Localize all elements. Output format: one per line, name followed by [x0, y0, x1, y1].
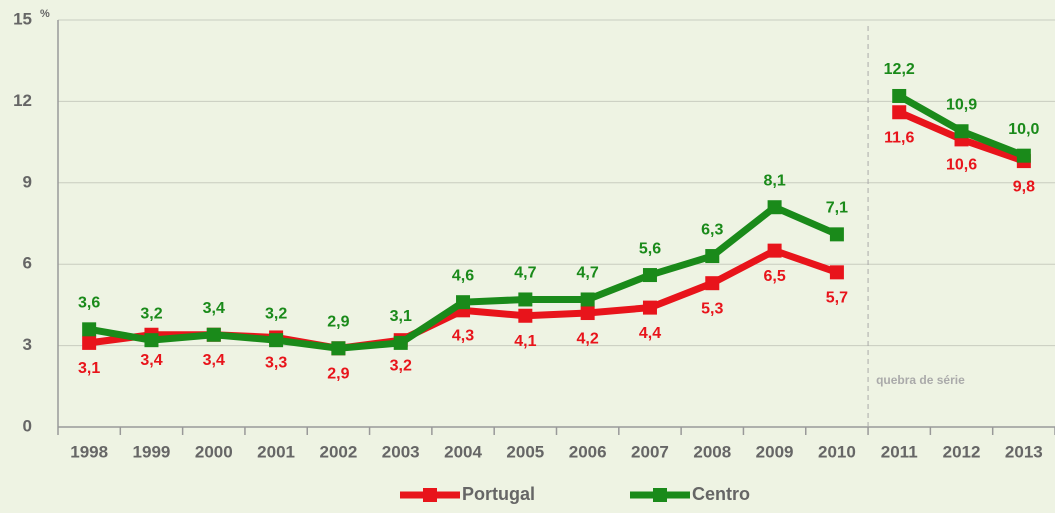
point-marker — [580, 292, 595, 307]
point-marker — [331, 341, 346, 356]
value-label: 4,6 — [452, 267, 474, 284]
x-tick-label: 2013 — [1005, 442, 1043, 461]
value-label: 5,6 — [639, 240, 661, 257]
value-label: 4,3 — [452, 328, 474, 345]
x-tick-label: 2009 — [756, 442, 794, 461]
value-label: 4,7 — [577, 265, 599, 282]
value-label: 3,2 — [390, 357, 412, 374]
point-marker — [642, 268, 657, 283]
value-label: 3,4 — [140, 352, 162, 369]
legend-label: Centro — [692, 484, 750, 504]
value-label: 11,6 — [884, 129, 914, 146]
x-tick-label: 2003 — [382, 442, 420, 461]
point-marker — [206, 327, 221, 342]
value-label: 3,1 — [78, 360, 100, 377]
x-tick-label: 2004 — [444, 442, 482, 461]
legend-marker — [653, 488, 667, 502]
x-tick-label: 2000 — [195, 442, 233, 461]
y-tick-label: 9 — [23, 172, 32, 191]
point-marker — [705, 249, 720, 264]
value-label: 5,7 — [826, 290, 848, 307]
value-label: 3,4 — [203, 352, 225, 369]
value-label: 4,2 — [577, 330, 599, 347]
x-tick-label: 1998 — [70, 442, 108, 461]
value-label: 3,4 — [203, 300, 225, 317]
point-marker — [518, 308, 533, 323]
point-marker — [456, 295, 471, 310]
point-marker — [580, 306, 595, 321]
value-label: 4,1 — [514, 333, 536, 350]
x-tick-label: 2005 — [506, 442, 544, 461]
x-tick-label: 2006 — [569, 442, 607, 461]
x-tick-label: 2008 — [693, 442, 731, 461]
value-label: 3,2 — [140, 305, 162, 322]
x-tick-label: 2007 — [631, 442, 669, 461]
y-tick-label: 6 — [23, 254, 32, 273]
value-label: 10,9 — [946, 96, 977, 113]
value-label: 3,1 — [390, 308, 412, 325]
point-marker — [829, 227, 844, 242]
x-tick-label: 1999 — [133, 442, 171, 461]
x-tick-label: 2001 — [257, 442, 295, 461]
y-tick-label: 3 — [23, 335, 32, 354]
value-label: 9,8 — [1013, 178, 1035, 195]
point-marker — [829, 265, 844, 280]
value-label: 5,3 — [701, 300, 723, 317]
legend-marker — [423, 488, 437, 502]
x-tick-label: 2012 — [943, 442, 981, 461]
value-label: 6,3 — [701, 221, 723, 238]
value-label: 3,6 — [78, 295, 100, 312]
value-label: 10,0 — [1008, 121, 1039, 138]
point-marker — [1016, 148, 1031, 163]
value-label: 12,2 — [884, 61, 915, 78]
value-label: 4,4 — [639, 325, 661, 342]
value-label: 7,1 — [826, 200, 848, 217]
value-label: 4,7 — [514, 265, 536, 282]
point-marker — [705, 276, 720, 291]
value-label: 8,1 — [763, 172, 785, 189]
y-tick-label: 12 — [13, 91, 32, 110]
value-label: 3,2 — [265, 305, 287, 322]
point-marker — [954, 124, 969, 139]
point-marker — [892, 105, 907, 120]
point-marker — [82, 335, 97, 350]
value-label: 2,9 — [327, 366, 349, 383]
point-marker — [892, 88, 907, 103]
point-marker — [269, 333, 284, 348]
value-label: 2,9 — [327, 314, 349, 331]
point-marker — [767, 243, 782, 258]
legend-label: Portugal — [462, 484, 535, 504]
point-marker — [518, 292, 533, 307]
x-tick-label: 2002 — [319, 442, 357, 461]
y-tick-label: 15 — [13, 9, 32, 28]
x-tick-label: 2010 — [818, 442, 856, 461]
point-marker — [767, 200, 782, 215]
value-label: 10,6 — [946, 157, 977, 174]
point-marker — [82, 322, 97, 337]
series-break-label: quebra de série — [876, 373, 965, 387]
x-tick-label: 2011 — [881, 442, 918, 461]
point-marker — [642, 300, 657, 315]
y-axis-label: % — [40, 8, 50, 20]
point-marker — [144, 333, 159, 348]
value-label: 3,3 — [265, 355, 287, 372]
value-label: 6,5 — [763, 268, 785, 285]
point-marker — [393, 335, 408, 350]
y-tick-label: 0 — [23, 416, 32, 435]
